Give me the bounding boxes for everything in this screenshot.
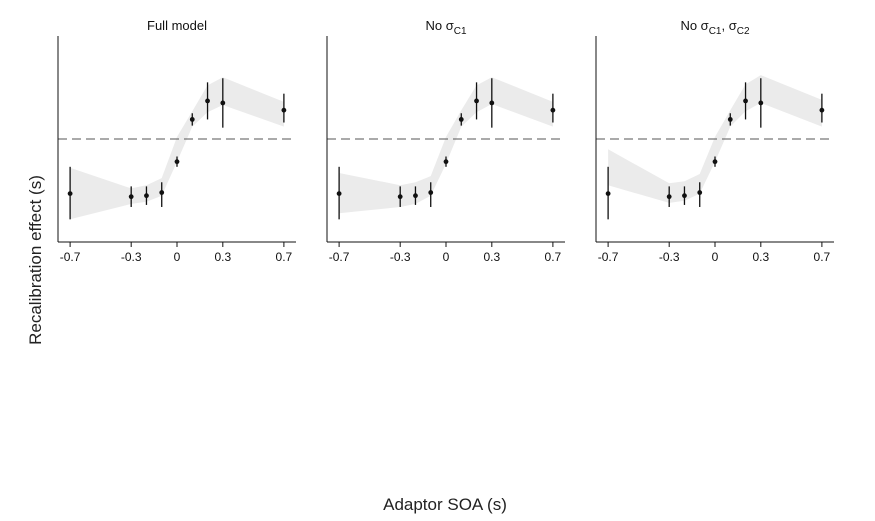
- data-point: [550, 107, 556, 113]
- data-point: [819, 107, 825, 113]
- data-point: [443, 159, 449, 165]
- data-point: [428, 190, 434, 195]
- panel-title-tail: , σ: [722, 18, 737, 33]
- panel-title-main: No σ: [425, 18, 453, 33]
- x-tick-label: 0: [712, 250, 719, 264]
- data-point: [666, 194, 672, 200]
- data-point: [697, 190, 703, 195]
- data-point: [128, 194, 134, 200]
- panel-title-main: Full model: [147, 18, 207, 33]
- data-point: [743, 98, 748, 104]
- panel-1: Full model -0.7 -0.3 0 0.3 0.7: [57, 18, 296, 264]
- panels: Full model-0.7 -0.3 0 0.3 0.7No σC1-0.7 -0.3 0…: [57, 18, 834, 264]
- data-point: [281, 107, 287, 113]
- data-point: [220, 100, 226, 106]
- panel-title-main: No σ: [680, 18, 708, 33]
- x-tick-label: -0.3: [121, 250, 142, 264]
- panel-title-subscript: C1: [709, 26, 722, 37]
- panel-title-subscript: C1: [454, 26, 467, 37]
- data-point: [489, 100, 495, 106]
- data-point: [205, 98, 210, 104]
- data-point: [712, 159, 718, 165]
- panel-2: No σC1 -0.7 -0.3 0 0.3 0.7: [326, 18, 565, 264]
- panel-3: No σC1, σC2 -0.7 -0.3 0 0.3 0.7: [595, 18, 834, 264]
- data-point: [174, 159, 180, 165]
- data-point: [413, 193, 418, 199]
- x-tick-label: -0.7: [60, 250, 81, 264]
- x-tick-label: 0: [174, 250, 181, 264]
- panel-title: No σC1, σC2: [680, 18, 750, 37]
- panel-title: No σC1: [425, 18, 466, 37]
- data-point: [682, 193, 687, 199]
- panel-title: Full model: [147, 18, 207, 33]
- data-point: [758, 100, 764, 106]
- x-tick-label: 0.7: [276, 250, 293, 264]
- model-prediction-band: [70, 77, 284, 220]
- data-point: [336, 191, 342, 196]
- data-point: [605, 191, 611, 196]
- data-point: [159, 190, 165, 195]
- data-point: [189, 117, 195, 122]
- x-tick-label: 0.3: [483, 250, 500, 264]
- data-point: [727, 117, 733, 122]
- data-point: [474, 98, 479, 104]
- x-tick-label: 0: [443, 250, 450, 264]
- panel-title-subscript-2: C2: [737, 26, 750, 37]
- data-point: [397, 194, 403, 200]
- model-prediction-band: [339, 77, 553, 214]
- x-tick-label: 0.7: [814, 250, 831, 264]
- data-point: [67, 191, 73, 196]
- x-axis-title: Adaptor SOA (s): [383, 495, 507, 514]
- x-tick-label: -0.7: [598, 250, 619, 264]
- x-tick-label: -0.3: [390, 250, 411, 264]
- x-tick-label: -0.7: [329, 250, 350, 264]
- y-axis-title: Recalibration effect (s): [26, 175, 45, 345]
- data-point: [458, 117, 464, 122]
- x-tick-label: 0.3: [752, 250, 769, 264]
- x-tick-label: -0.3: [659, 250, 680, 264]
- x-tick-label: 0.7: [545, 250, 562, 264]
- x-tick-label: 0.3: [214, 250, 231, 264]
- data-point: [144, 193, 149, 199]
